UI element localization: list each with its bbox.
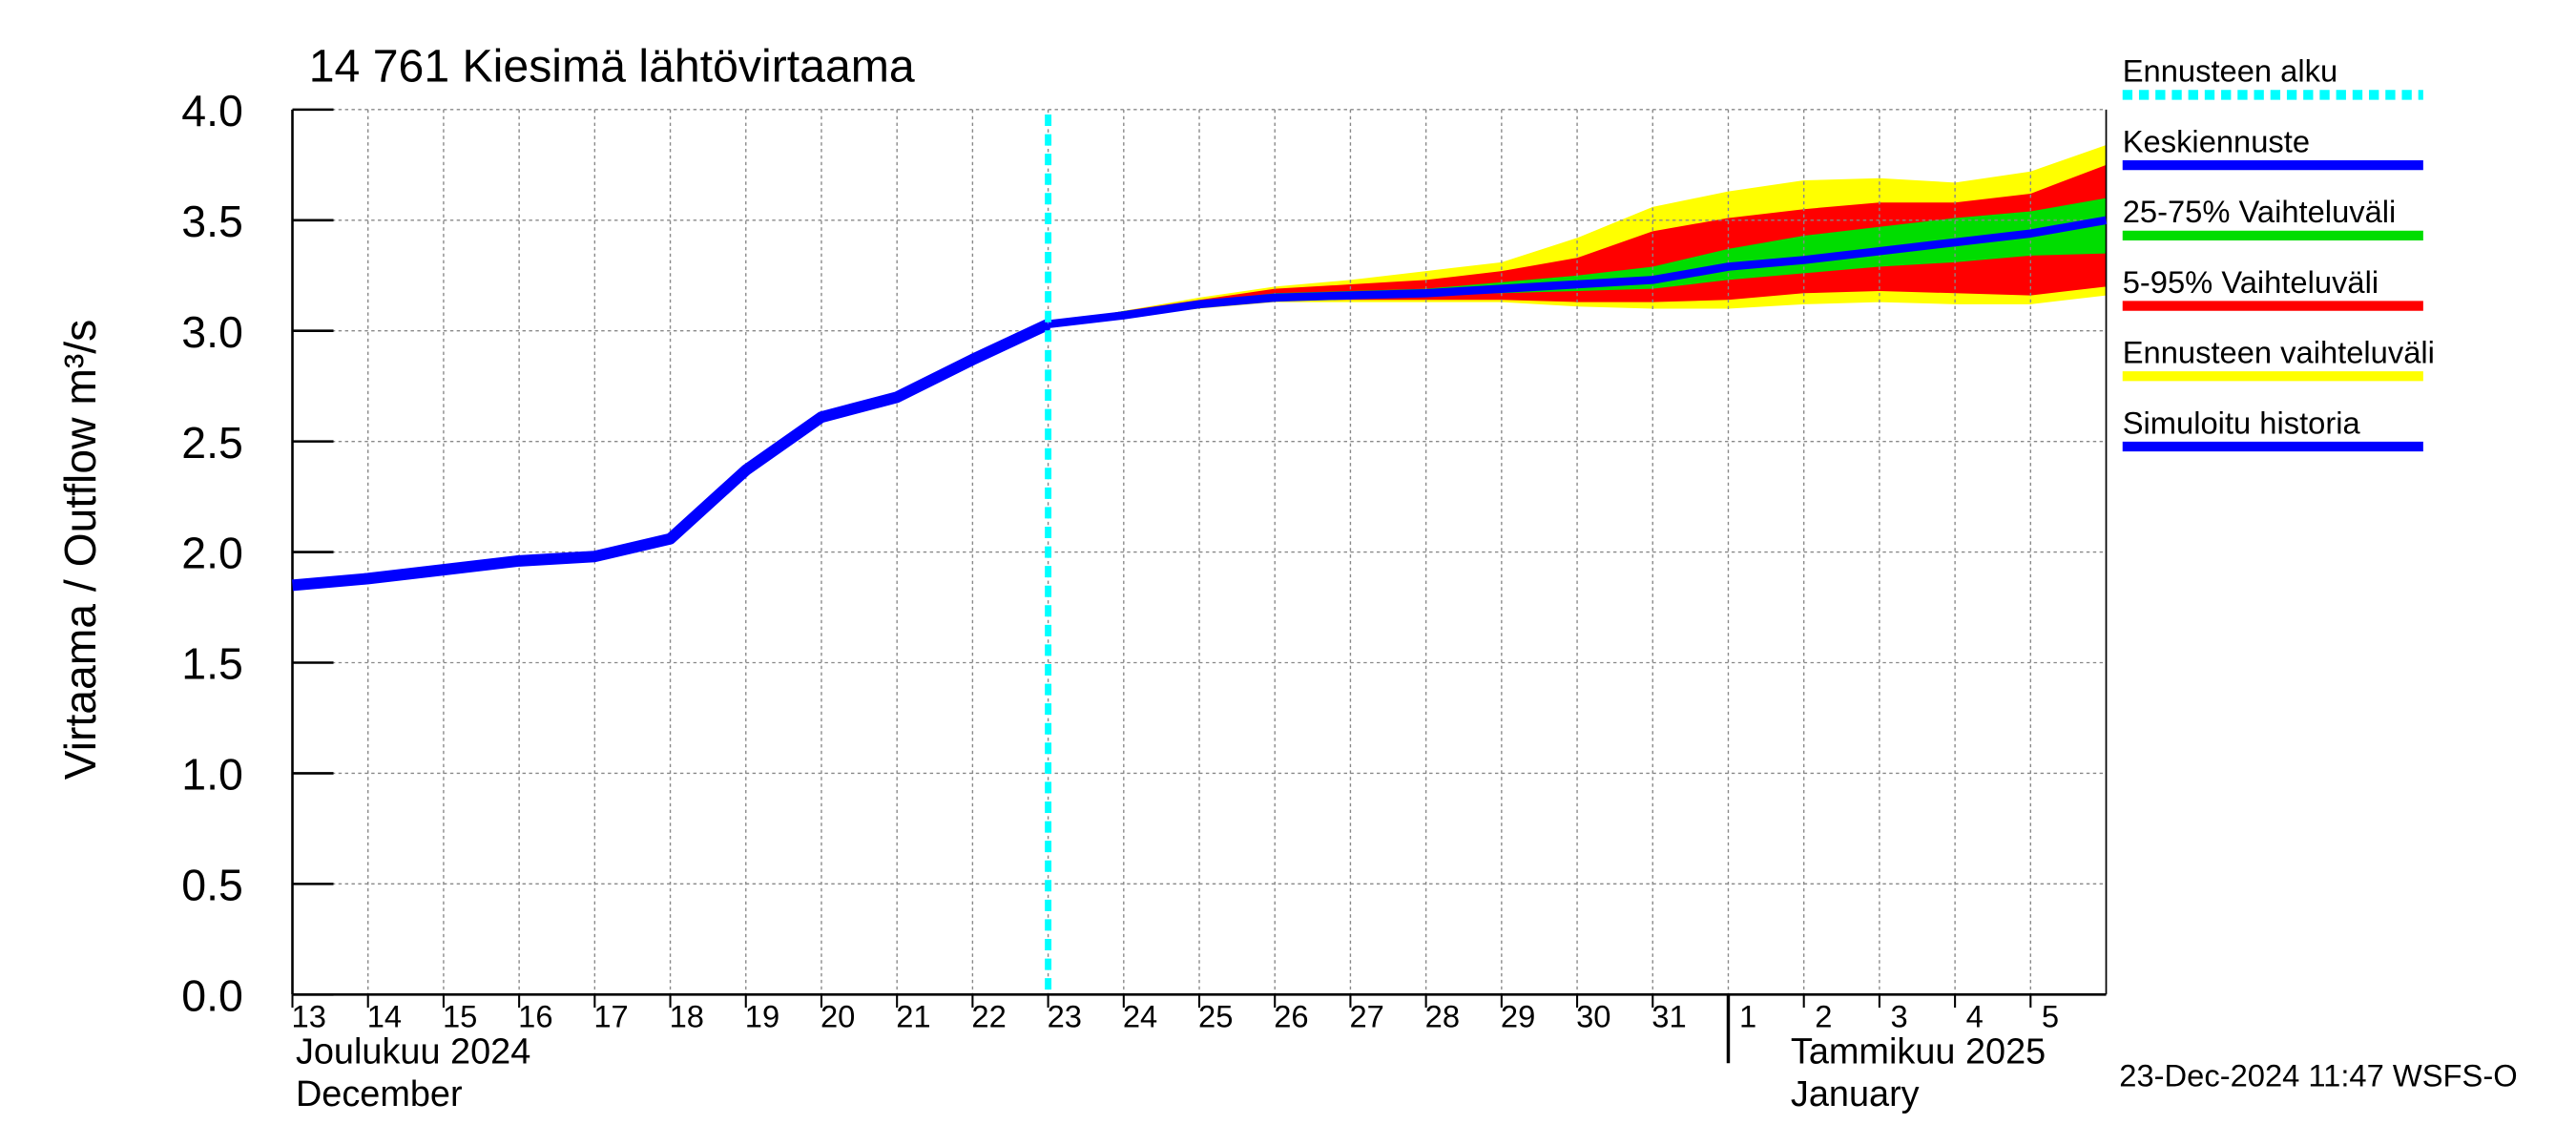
y-tick-label: 3.0 xyxy=(181,307,243,357)
y-tick-label: 0.5 xyxy=(181,861,243,910)
x-tick-label: 25 xyxy=(1198,999,1233,1034)
month-label: Tammikuu 2025 xyxy=(1791,1031,2046,1072)
x-tick-label: 1 xyxy=(1739,999,1756,1034)
legend-label: 25-75% Vaihteluväli xyxy=(2123,194,2397,229)
x-tick-label: 3 xyxy=(1890,999,1907,1034)
x-tick-label: 21 xyxy=(896,999,930,1034)
x-tick-label: 13 xyxy=(292,999,326,1034)
series-line xyxy=(291,319,1051,592)
legend-label: Keskiennuste xyxy=(2123,123,2310,158)
forecast-band xyxy=(1048,164,2107,324)
x-tick-label: 4 xyxy=(1966,999,1984,1034)
timestamp: 23-Dec-2024 11:47 WSFS-O xyxy=(2119,1057,2517,1093)
x-tick-label: 31 xyxy=(1652,999,1686,1034)
month-label-en: December xyxy=(296,1074,463,1114)
x-tick-label: 26 xyxy=(1274,999,1308,1034)
x-tick-label: 22 xyxy=(971,999,1006,1034)
x-tick-label: 18 xyxy=(670,999,704,1034)
x-tick-label: 27 xyxy=(1349,999,1383,1034)
legend-label: 5-95% Vaihteluväli xyxy=(2123,264,2379,300)
x-tick-label: 14 xyxy=(367,999,402,1034)
y-tick-label: 4.0 xyxy=(181,86,243,135)
x-tick-label: 29 xyxy=(1501,999,1535,1034)
series-line xyxy=(1048,216,2108,329)
y-tick-label: 1.5 xyxy=(181,639,243,689)
x-tick-label: 17 xyxy=(593,999,628,1034)
chart-title: 14 761 Kiesimä lähtövirtaama xyxy=(309,41,915,93)
y-axis-label: Virtaama / Outflow m³/s xyxy=(55,320,105,781)
x-tick-label: 15 xyxy=(443,999,477,1034)
y-tick-label: 3.5 xyxy=(181,197,243,246)
legend-label: Ennusteen vaihteluväli xyxy=(2123,335,2435,370)
x-tick-label: 23 xyxy=(1048,999,1082,1034)
legend-label: Simuloitu historia xyxy=(2123,405,2361,440)
legend-label: Ennusteen alku xyxy=(2123,53,2337,89)
x-tick-label: 19 xyxy=(745,999,779,1034)
x-tick-label: 20 xyxy=(821,999,855,1034)
x-tick-label: 2 xyxy=(1815,999,1832,1034)
month-label-en: January xyxy=(1791,1074,1920,1114)
x-tick-label: 28 xyxy=(1425,999,1460,1034)
y-tick-label: 1.0 xyxy=(181,750,243,800)
x-tick-label: 16 xyxy=(518,999,552,1034)
x-tick-label: 24 xyxy=(1123,999,1157,1034)
y-tick-label: 0.0 xyxy=(181,971,243,1021)
x-tick-label: 30 xyxy=(1576,999,1610,1034)
month-label: Joulukuu 2024 xyxy=(296,1031,530,1072)
y-tick-label: 2.0 xyxy=(181,529,243,578)
x-tick-label: 5 xyxy=(2042,999,2059,1034)
y-tick-label: 2.5 xyxy=(181,418,243,468)
